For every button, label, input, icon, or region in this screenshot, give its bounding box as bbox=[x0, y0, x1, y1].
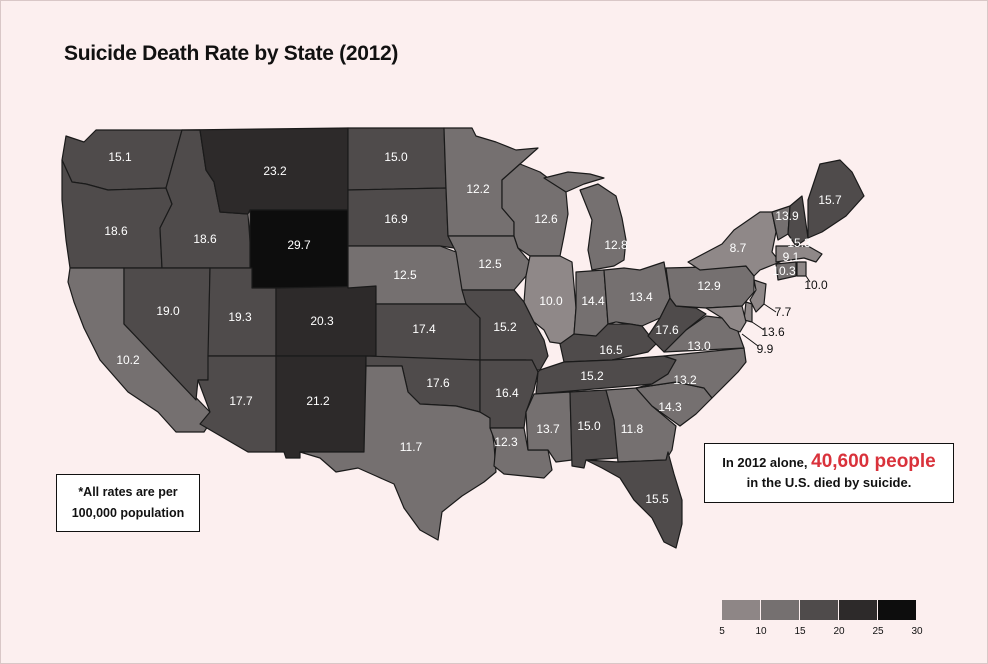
legend-swatch bbox=[722, 600, 760, 620]
state-label-nj: 7.7 bbox=[775, 305, 792, 319]
map-title: Suicide Death Rate by State (2012) bbox=[64, 42, 399, 65]
state-label-pa: 12.9 bbox=[697, 279, 721, 293]
callout-line-2: in the U.S. died by suicide. bbox=[746, 475, 912, 490]
state-fl bbox=[585, 451, 683, 549]
state-label-wa: 15.1 bbox=[108, 150, 132, 164]
state-label-or: 18.6 bbox=[104, 224, 128, 238]
legend-swatch bbox=[839, 600, 877, 620]
state-md bbox=[705, 305, 747, 333]
state-ct bbox=[775, 261, 797, 281]
state-label-va: 13.0 bbox=[687, 339, 711, 353]
state-ny bbox=[687, 211, 781, 277]
rate-footnote: *All rates are per 100,000 population bbox=[56, 474, 200, 532]
footnote-line-1: *All rates are per bbox=[78, 485, 178, 499]
state-il bbox=[523, 255, 577, 345]
state-nc bbox=[635, 347, 747, 399]
state-label-nm: 21.2 bbox=[306, 394, 330, 408]
state-wv bbox=[647, 297, 707, 353]
state-tx bbox=[299, 365, 497, 541]
state-label-nv: 19.0 bbox=[156, 304, 180, 318]
state-ma bbox=[775, 245, 823, 263]
callout-line-1: In 2012 alone, 40,600 people bbox=[705, 452, 953, 473]
state-la bbox=[489, 427, 553, 479]
state-label-tn: 15.2 bbox=[580, 369, 604, 383]
state-label-nh: 15.3 bbox=[787, 236, 811, 250]
state-label-ky: 16.5 bbox=[599, 343, 623, 357]
state-label-tx: 11.7 bbox=[400, 440, 423, 454]
state-label-ga: 11.8 bbox=[621, 422, 644, 436]
state-label-mi: 12.8 bbox=[604, 238, 628, 252]
legend-swatch bbox=[761, 600, 799, 620]
state-label-vt: 13.9 bbox=[775, 209, 799, 223]
state-label-co: 20.3 bbox=[310, 314, 334, 328]
legend-tick-label: 15 bbox=[794, 626, 806, 637]
state-label-ny: 8.7 bbox=[730, 241, 747, 255]
state-label-nd: 15.0 bbox=[384, 150, 408, 164]
state-label-md: 9.9 bbox=[757, 342, 774, 356]
state-label-de: 13.6 bbox=[761, 325, 785, 339]
state-label-az: 17.7 bbox=[229, 394, 253, 408]
state-mi bbox=[543, 171, 627, 271]
state-label-ia: 12.5 bbox=[478, 257, 502, 271]
leader-line-de bbox=[751, 321, 765, 331]
deaths-callout: In 2012 alone, 40,600 people in the U.S.… bbox=[704, 443, 954, 503]
state-label-nc: 13.2 bbox=[673, 373, 697, 387]
state-me bbox=[807, 159, 865, 239]
state-label-ms: 13.7 bbox=[536, 422, 560, 436]
state-wi bbox=[501, 163, 569, 257]
state-label-ar: 16.4 bbox=[495, 386, 519, 400]
state-label-ut: 19.3 bbox=[228, 310, 252, 324]
legend-swatch bbox=[800, 600, 838, 620]
leader-line-ri bbox=[805, 275, 811, 283]
state-label-ma: 9.1 bbox=[783, 250, 800, 264]
state-label-id: 18.6 bbox=[193, 232, 217, 246]
state-label-la: 12.3 bbox=[494, 435, 518, 449]
state-label-in: 14.4 bbox=[581, 294, 605, 308]
legend-tick-label: 5 bbox=[719, 626, 725, 637]
state-label-ri: 10.0 bbox=[804, 278, 828, 292]
legend-tick-label: 20 bbox=[833, 626, 845, 637]
state-ar bbox=[479, 359, 539, 429]
state-label-wi: 12.6 bbox=[534, 212, 558, 226]
state-label-sd: 16.9 bbox=[384, 212, 408, 226]
legend-tick-label: 25 bbox=[872, 626, 884, 637]
leader-line-md bbox=[741, 333, 759, 347]
state-label-wv: 17.6 bbox=[655, 323, 679, 337]
state-label-me: 15.7 bbox=[818, 193, 842, 207]
state-label-mo: 15.2 bbox=[493, 320, 517, 334]
state-label-il: 10.0 bbox=[539, 294, 563, 308]
state-label-fl: 15.5 bbox=[645, 492, 669, 506]
state-label-sc: 14.3 bbox=[658, 400, 682, 414]
state-label-mn: 12.2 bbox=[466, 182, 490, 196]
legend-swatch bbox=[878, 600, 916, 620]
footnote-line-2: 100,000 population bbox=[71, 506, 185, 520]
legend-tick-label: 30 bbox=[911, 626, 923, 637]
callout-prefix: In 2012 alone, bbox=[722, 455, 808, 470]
state-label-ne: 12.5 bbox=[393, 268, 417, 282]
state-label-ct: 10.3 bbox=[772, 264, 796, 278]
leader-line-nj bbox=[763, 303, 777, 313]
state-label-mt: 23.2 bbox=[263, 164, 287, 178]
state-nh bbox=[787, 195, 809, 247]
callout-highlight: 40,600 people bbox=[811, 451, 936, 472]
state-label-al: 15.0 bbox=[577, 419, 601, 433]
state-label-wy: 29.7 bbox=[287, 238, 311, 252]
state-label-ks: 17.4 bbox=[412, 322, 436, 336]
state-label-oh: 13.4 bbox=[629, 290, 653, 304]
legend-tick-label: 10 bbox=[755, 626, 767, 637]
state-nj bbox=[749, 279, 767, 313]
state-label-ca: 10.2 bbox=[116, 353, 140, 367]
state-label-ok: 17.6 bbox=[426, 376, 450, 390]
